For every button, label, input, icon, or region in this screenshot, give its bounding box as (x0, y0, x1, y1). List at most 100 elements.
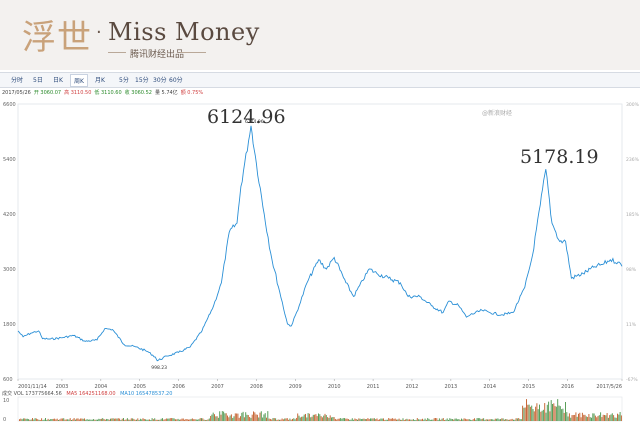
volume-bar (277, 419, 279, 421)
volume-bar (159, 419, 161, 421)
volume-bar (124, 419, 126, 421)
volume-bar (418, 419, 420, 421)
volume-bar (142, 418, 144, 421)
peak-small-label: 6124.96 (245, 119, 264, 125)
volume-bar (262, 417, 264, 421)
volume-bar (328, 417, 330, 421)
volume-bar (593, 413, 595, 421)
volume-bar (228, 417, 230, 421)
period-tab[interactable]: 5分 (119, 77, 129, 84)
volume-bar (71, 419, 72, 421)
y-right-tick-label: -67% (626, 377, 638, 383)
volume-bar (414, 419, 416, 421)
volume-bar (177, 418, 179, 421)
volume-bar (433, 418, 435, 421)
x-tick-label: 2017/5/26 (596, 384, 622, 390)
volume-bar (141, 419, 143, 421)
volume-bar (251, 414, 253, 421)
volume-bar (185, 418, 187, 421)
volume-bar (106, 418, 108, 421)
volume-bar (464, 418, 466, 421)
volume-bar (158, 419, 160, 421)
volume-bar (436, 418, 438, 421)
volume-bar (468, 419, 470, 421)
volume-bar (392, 418, 394, 421)
volume-bar (481, 418, 483, 421)
period-tab[interactable]: 日K (53, 77, 63, 84)
volume-bar (184, 419, 186, 421)
period-tab[interactable]: 15分 (135, 77, 149, 84)
volume-bar (324, 413, 326, 421)
volume-bar (84, 418, 85, 421)
volume-bar (22, 418, 24, 421)
peak1-annotation: 6124.96 (207, 106, 286, 128)
period-toolbar: 分时 5日 日K 周K 月K 5分 15分 30分 60分 (0, 72, 640, 88)
volume-bar (306, 417, 308, 421)
volume-bar (186, 419, 188, 421)
y-right-tick-label: 98% (626, 267, 637, 273)
volume-bar (617, 413, 618, 421)
volume-bar (39, 419, 41, 421)
volume-bar (552, 404, 553, 421)
logo-rule-right (180, 52, 206, 53)
volume-bar (423, 419, 425, 421)
volume-bar (112, 418, 114, 421)
volume-bar (246, 414, 248, 421)
volume-bar (507, 419, 509, 421)
volume-bar (113, 418, 115, 421)
volume-bar (377, 419, 379, 421)
period-tab[interactable]: 周K (70, 74, 88, 87)
volume-bar (435, 418, 436, 421)
volume-bar (295, 417, 297, 421)
volume-bar (193, 419, 195, 421)
volume-bar (424, 418, 426, 421)
trough-small-label: 998.23 (151, 365, 167, 371)
volume-bar (26, 418, 28, 421)
ohlc-info-line: 2017/05/26 开 3060.07 高 3110.50 低 3110.60 收 3… (2, 89, 206, 96)
volume-bar (490, 419, 492, 421)
price-series-line (17, 125, 623, 362)
volume-bar (355, 419, 357, 421)
volume-bar (299, 417, 301, 421)
period-tab[interactable]: 分时 (11, 77, 24, 84)
x-tick-label: 2004 (94, 384, 107, 390)
volume-bar (475, 419, 477, 421)
volume-bar (503, 419, 505, 421)
period-tab[interactable]: 5日 (33, 77, 43, 84)
volume-bar (437, 419, 439, 421)
logo-separator: · (96, 22, 102, 43)
volume-bar (98, 418, 100, 421)
volume-bar (268, 418, 270, 421)
volume-bar (362, 418, 364, 421)
volume-bar (354, 418, 356, 421)
volume-bar (574, 414, 576, 421)
volume-bar (470, 419, 472, 421)
volume-bar (409, 419, 410, 421)
volume-bar (227, 415, 228, 421)
volume-bar (444, 419, 446, 421)
period-tab[interactable]: 30分 (153, 77, 167, 84)
volume-bar (233, 416, 235, 421)
volume-bar (76, 418, 78, 421)
brand-banner: 浮世 · Miss Money 腾讯财经出品 (0, 0, 640, 70)
volume-bar (123, 418, 124, 421)
volume-bar (155, 419, 157, 421)
volume-bar (99, 418, 101, 421)
volume-bar (360, 419, 362, 421)
y-right-tick-label: 236% (626, 157, 640, 163)
x-tick-label: 2016 (561, 384, 574, 390)
volume-bar (526, 399, 527, 421)
volume-bar (35, 418, 37, 421)
period-tab[interactable]: 月K (95, 77, 105, 84)
volume-bar (221, 411, 223, 421)
volume-bar (245, 412, 247, 421)
volume-bar (190, 418, 192, 421)
volume-bar (194, 419, 196, 421)
volume-bar (428, 418, 430, 421)
volume-bar (388, 418, 390, 421)
volume-bar (605, 415, 607, 421)
volume-bar (45, 418, 46, 421)
volume-bar (67, 419, 69, 421)
period-tab[interactable]: 60分 (169, 77, 183, 84)
